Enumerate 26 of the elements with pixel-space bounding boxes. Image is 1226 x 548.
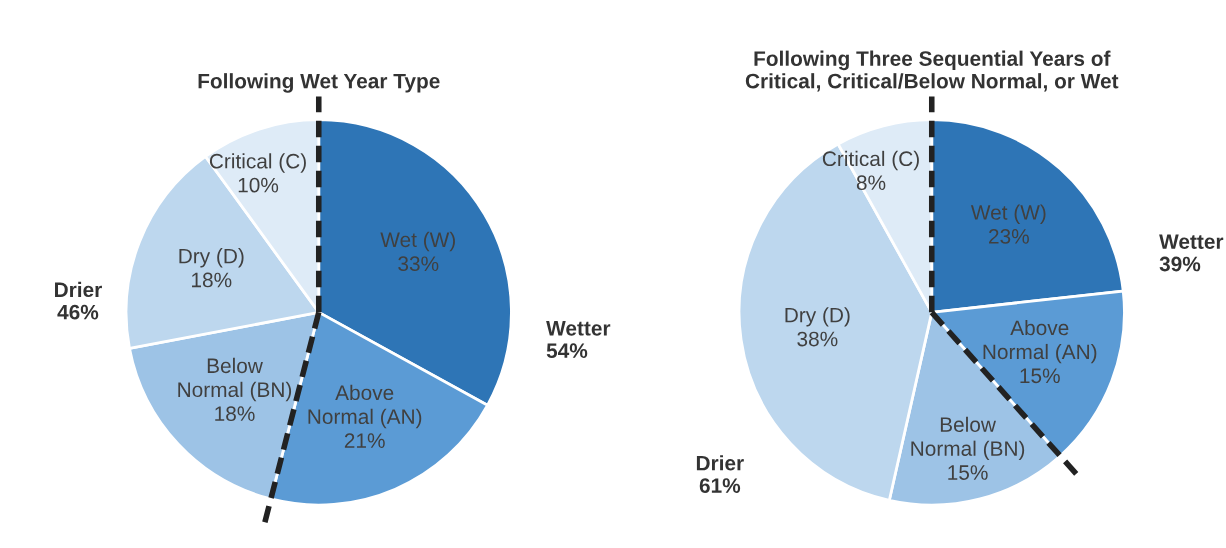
slice-label: Dry (D) [785, 307, 850, 327]
data-label: 21% [344, 433, 385, 448]
data-label: 23% [989, 229, 1029, 244]
text: Wetter 54% [546, 321, 611, 359]
data-label: 15% [948, 465, 988, 480]
slice-label: Critical (C) [209, 153, 306, 173]
data-label: 8% [856, 175, 886, 191]
data-label: 38% [797, 331, 838, 347]
slice-label: Dry (D) [179, 248, 244, 268]
text: Drier 46% [55, 281, 102, 320]
text: Drier 61% [696, 455, 744, 493]
slice-label: Below Normal (BN) [911, 416, 1025, 461]
chart-title: Following Three Sequential Years of Critical, Critical/Below Normal, or Wet [745, 50, 1119, 92]
data-label: 15% [1020, 368, 1060, 384]
text: Wetter 39% [1159, 234, 1224, 272]
slice-label: Wet (W) [380, 231, 455, 252]
slice-label: Below Normal (BN) [178, 357, 292, 402]
data-label: 18% [192, 272, 232, 288]
data-label: 10% [238, 177, 279, 193]
slice-label: Critical (C) [822, 150, 919, 171]
slice-label: Above Normal (AN) [983, 319, 1097, 364]
slice-label: Above Normal (AN) [308, 384, 422, 429]
data-label: 18% [215, 406, 255, 422]
slice-label: Wet (W) [970, 204, 1046, 224]
data-label: 33% [398, 256, 439, 272]
chart-title: Following Wet Year Type [198, 73, 440, 93]
